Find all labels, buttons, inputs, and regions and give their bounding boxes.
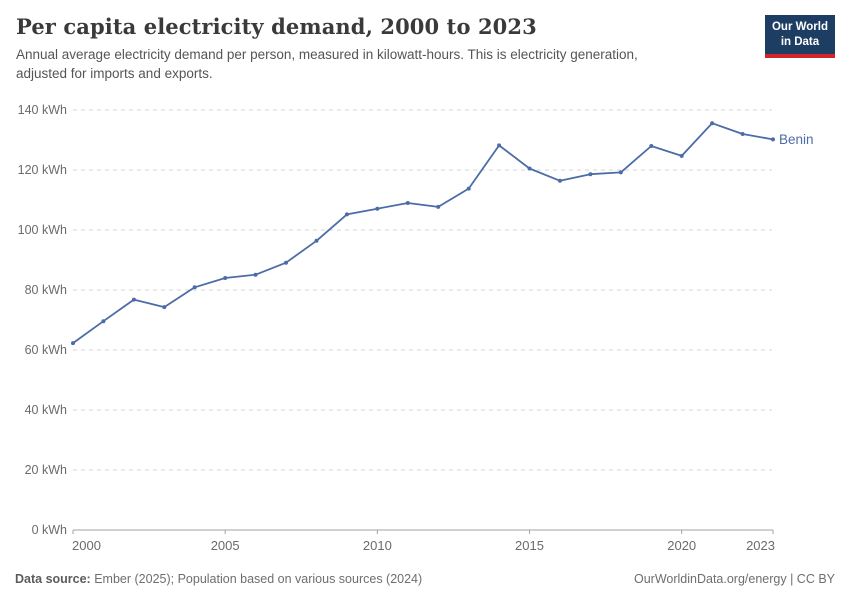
data-point: [375, 206, 380, 211]
data-point: [771, 137, 775, 142]
chart-area: 0 kWh 20 kWh 40 kWh 60 kWh 80 kWh 100 kWh 120 …: [0, 95, 850, 565]
data-point: [649, 144, 654, 148]
x-tick-label: 2020: [667, 538, 696, 553]
x-tick-label: 2000: [72, 538, 101, 553]
subtitle-line-2: adjusted for imports and exports.: [16, 66, 213, 82]
data-point: [588, 172, 593, 177]
subtitle-line-1: Annual average electricity demand per pe…: [16, 47, 638, 63]
x-tick-label: 2005: [211, 538, 240, 553]
data-point: [558, 178, 562, 183]
series-end-label: Benin: [779, 132, 814, 147]
owid-logo: Our World in Data: [764, 15, 835, 58]
data-point: [284, 260, 288, 265]
y-tick-label: 120 kWh: [18, 163, 67, 177]
data-point: [679, 153, 684, 158]
data-point: [405, 201, 410, 205]
x-tick-label: 2015: [515, 538, 544, 553]
y-tick-label: 40 kWh: [25, 403, 67, 417]
y-tick-label: 20 kWh: [25, 463, 67, 477]
data-point: [162, 305, 167, 310]
x-tick-label: 2023: [746, 538, 775, 553]
data-point: [253, 272, 258, 277]
data-point: [101, 319, 106, 324]
y-tick-label: 80 kWh: [25, 283, 67, 297]
logo-line-1: Our World: [771, 21, 828, 33]
data-source-note: Data source: Ember (2025); Population ba…: [15, 572, 422, 586]
data-point: [314, 238, 319, 243]
y-tick-label: 0 kWh: [32, 523, 67, 537]
logo-line-2: in Data: [780, 35, 820, 48]
line-chart: 0 kWh 20 kWh 40 kWh 60 kWh 80 kWh 100 kWh 120 …: [18, 103, 814, 553]
data-point: [497, 143, 502, 148]
chart-header: Per capita electricity demand, 2000 to 2…: [0, 0, 850, 95]
data-point: [192, 285, 197, 290]
page-title: Per capita electricity demand, 2000 to 2…: [16, 14, 537, 39]
data-point: [710, 121, 715, 126]
data-point: [223, 276, 228, 280]
y-tick-label: 100 kWh: [18, 223, 67, 237]
data-point: [527, 166, 532, 171]
data-point: [344, 212, 349, 217]
chart-footer: Data source: Ember (2025); Population ba…: [0, 565, 850, 600]
data-point: [466, 186, 471, 191]
data-source-text: Ember (2025); Population based on variou…: [90, 572, 423, 586]
series-line-benin: [72, 122, 774, 345]
data-point: [618, 170, 623, 175]
data-point: [740, 132, 745, 136]
data-point: [436, 204, 441, 209]
chart-subtitle: Annual average electricity demand per pe…: [16, 45, 834, 83]
license-note: OurWorldinData.org/energy | CC BY: [633, 572, 835, 586]
data-source-label: Data source:: [15, 572, 91, 586]
data-point: [71, 341, 75, 346]
y-tick-label: 60 kWh: [25, 343, 67, 357]
data-point: [131, 297, 136, 302]
y-tick-label: 140 kWh: [18, 103, 67, 117]
x-tick-label: 2010: [363, 538, 392, 553]
